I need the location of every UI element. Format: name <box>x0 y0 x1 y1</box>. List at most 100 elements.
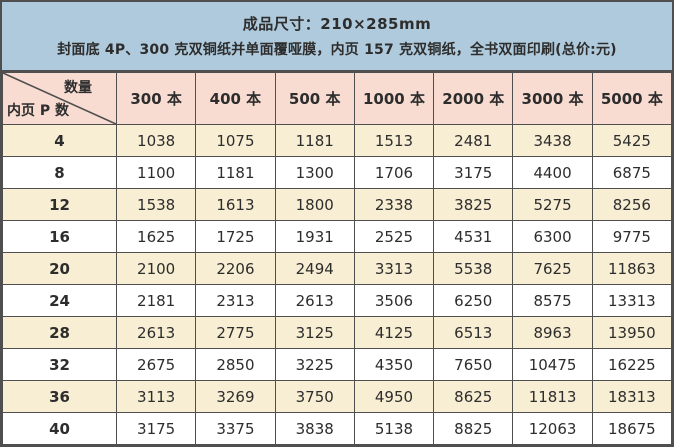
price-cell: 5138 <box>353 412 435 445</box>
price-cell: 2338 <box>353 188 435 221</box>
column-header: 5000 本 <box>591 72 672 125</box>
price-cell: 1706 <box>353 156 435 189</box>
price-cell: 2675 <box>115 348 197 381</box>
price-cell: 1513 <box>353 124 435 157</box>
price-cell: 18313 <box>591 380 672 413</box>
column-header: 400 本 <box>195 72 276 125</box>
price-cell: 1075 <box>195 124 276 157</box>
price-cell: 3269 <box>195 380 276 413</box>
price-cell: 1100 <box>115 156 197 189</box>
price-cell: 12063 <box>512 412 593 445</box>
price-cell: 13313 <box>591 284 672 317</box>
price-cell: 3438 <box>512 124 593 157</box>
price-cell: 5425 <box>591 124 672 157</box>
price-cell: 18675 <box>591 412 672 445</box>
price-cell: 1725 <box>195 220 276 253</box>
finished-size-line: 成品尺寸：210×285mm <box>242 15 432 33</box>
price-cell: 11863 <box>591 252 672 285</box>
price-cell: 8575 <box>512 284 593 317</box>
price-cell: 6875 <box>591 156 672 189</box>
price-cell: 2100 <box>115 252 197 285</box>
row-header-pages: 4 <box>2 124 117 157</box>
price-cell: 4125 <box>353 316 435 349</box>
price-cell: 5538 <box>433 252 514 285</box>
price-cell: 1613 <box>195 188 276 221</box>
price-cell: 1800 <box>274 188 355 221</box>
paper-spec-line: 封面底 4P、300 克双铜纸并单面覆哑膜，内页 157 克双铜纸，全书双面印刷… <box>57 42 617 58</box>
price-cell: 3506 <box>353 284 435 317</box>
price-cell: 8963 <box>512 316 593 349</box>
corner-label-quantity: 数量 <box>64 80 92 96</box>
row-header-pages: 12 <box>2 188 117 221</box>
price-cell: 3825 <box>433 188 514 221</box>
price-cell: 3175 <box>433 156 514 189</box>
price-cell: 5275 <box>512 188 593 221</box>
table-row: 4 1038 1075 1181 1513 2481 3438 5425 <box>2 124 672 157</box>
price-cell: 3838 <box>274 412 355 445</box>
column-header: 2000 本 <box>433 72 514 125</box>
price-cell: 4950 <box>353 380 435 413</box>
price-cell: 1038 <box>115 124 197 157</box>
price-cell: 1181 <box>274 124 355 157</box>
table-row: 12 1538 1613 1800 2338 3825 5275 8256 <box>2 188 672 221</box>
price-cell: 3313 <box>353 252 435 285</box>
table-row: 40 3175 3375 3838 5138 8825 12063 18675 <box>2 412 672 445</box>
row-header-pages: 36 <box>2 380 117 413</box>
price-cell: 2525 <box>353 220 435 253</box>
diagonal-line <box>3 73 116 124</box>
row-header-pages: 16 <box>2 220 117 253</box>
price-cell: 1931 <box>274 220 355 253</box>
price-cell: 2313 <box>195 284 276 317</box>
price-cell: 9775 <box>591 220 672 253</box>
price-cell: 8625 <box>433 380 514 413</box>
table-row: 28 2613 2775 3125 4125 6513 8963 13950 <box>2 316 672 349</box>
price-cell: 3175 <box>115 412 197 445</box>
price-cell: 3375 <box>195 412 276 445</box>
price-cell: 16225 <box>591 348 672 381</box>
column-header-row: 数量 内页 P 数 300 本 400 本 500 本 1000 本 2000 本 300… <box>2 72 672 125</box>
price-cell: 13950 <box>591 316 672 349</box>
price-cell: 4350 <box>353 348 435 381</box>
price-cell: 2775 <box>195 316 276 349</box>
column-header: 3000 本 <box>512 72 593 125</box>
row-header-pages: 40 <box>2 412 117 445</box>
price-cell: 1300 <box>274 156 355 189</box>
table-row: 20 2100 2206 2494 3313 5538 7625 11863 <box>2 252 672 285</box>
price-cell: 7650 <box>433 348 514 381</box>
row-header-pages: 24 <box>2 284 117 317</box>
price-cell: 2481 <box>433 124 514 157</box>
row-header-pages: 20 <box>2 252 117 285</box>
price-cell: 2494 <box>274 252 355 285</box>
price-cell: 3225 <box>274 348 355 381</box>
price-cell: 4531 <box>433 220 514 253</box>
corner-cell: 数量 内页 P 数 <box>2 72 117 125</box>
price-cell: 2613 <box>115 316 197 349</box>
table-row: 32 2675 2850 3225 4350 7650 10475 16225 <box>2 348 672 381</box>
price-cell: 1181 <box>195 156 276 189</box>
column-header: 300 本 <box>115 72 197 125</box>
price-cell: 2850 <box>195 348 276 381</box>
table-title-block: 成品尺寸：210×285mm 封面底 4P、300 克双铜纸并单面覆哑膜，内页 … <box>2 2 672 72</box>
column-header: 500 本 <box>274 72 355 125</box>
price-cell: 2613 <box>274 284 355 317</box>
price-cell: 6250 <box>433 284 514 317</box>
price-cell: 1625 <box>115 220 197 253</box>
price-cell: 2206 <box>195 252 276 285</box>
price-cell: 1538 <box>115 188 197 221</box>
price-cell: 3113 <box>115 380 197 413</box>
table-row: 16 1625 1725 1931 2525 4531 6300 9775 <box>2 220 672 253</box>
table-row: 24 2181 2313 2613 3506 6250 8575 13313 <box>2 284 672 317</box>
table-row: 8 1100 1181 1300 1706 3175 4400 6875 <box>2 156 672 189</box>
table-row: 36 3113 3269 3750 4950 8625 11813 18313 <box>2 380 672 413</box>
price-table: 数量 内页 P 数 300 本 400 本 500 本 1000 本 2000 本 300… <box>2 72 672 445</box>
price-cell: 6300 <box>512 220 593 253</box>
price-cell: 4400 <box>512 156 593 189</box>
price-cell: 3750 <box>274 380 355 413</box>
price-table-body: 4 1038 1075 1181 1513 2481 3438 5425 8 1100 1181 13… <box>2 124 672 445</box>
price-cell: 11813 <box>512 380 593 413</box>
row-header-pages: 8 <box>2 156 117 189</box>
price-cell: 3125 <box>274 316 355 349</box>
row-header-pages: 28 <box>2 316 117 349</box>
price-cell: 6513 <box>433 316 514 349</box>
